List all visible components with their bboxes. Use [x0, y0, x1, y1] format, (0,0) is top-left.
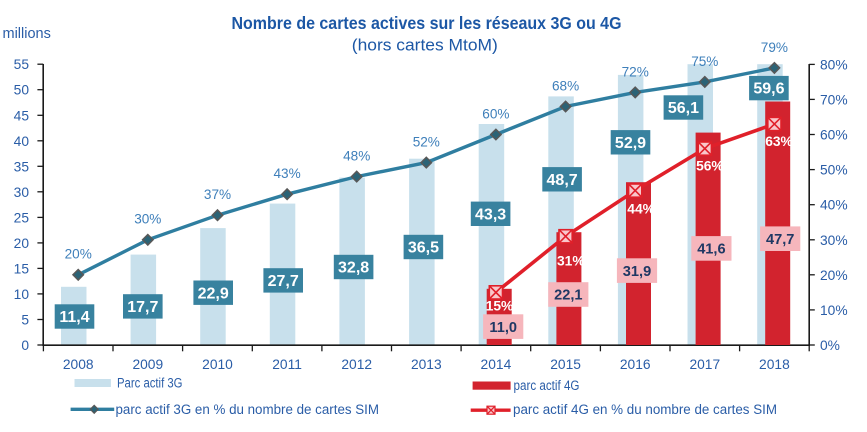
svg-text:40: 40 [14, 134, 30, 149]
svg-text:43%: 43% [273, 166, 300, 181]
svg-text:2016: 2016 [620, 357, 651, 372]
svg-text:11,4: 11,4 [59, 309, 89, 326]
svg-text:0%: 0% [820, 338, 840, 353]
svg-text:40%: 40% [820, 198, 848, 213]
svg-text:2008: 2008 [63, 357, 94, 372]
svg-text:75%: 75% [691, 54, 718, 69]
svg-text:37%: 37% [204, 187, 231, 202]
svg-text:59,6: 59,6 [753, 81, 784, 98]
svg-text:56%: 56% [696, 159, 724, 174]
svg-text:20%: 20% [65, 247, 92, 262]
svg-text:30%: 30% [820, 233, 848, 248]
svg-text:parc actif 3G en % du nombre d: parc actif 3G en % du nombre de cartes S… [116, 402, 380, 417]
svg-text:parc actif 4G en % du nombre d: parc actif 4G en % du nombre de cartes S… [513, 402, 777, 417]
svg-text:41,6: 41,6 [697, 242, 725, 258]
svg-text:10%: 10% [820, 303, 848, 318]
svg-text:63%: 63% [765, 134, 793, 149]
svg-text:52,9: 52,9 [615, 135, 646, 152]
svg-text:52%: 52% [413, 135, 440, 150]
svg-text:10: 10 [14, 287, 30, 302]
svg-text:79%: 79% [761, 40, 788, 55]
svg-text:2017: 2017 [689, 357, 720, 372]
svg-text:72%: 72% [622, 64, 649, 79]
svg-text:36,5: 36,5 [408, 240, 439, 257]
svg-text:50: 50 [14, 83, 30, 98]
svg-text:48%: 48% [343, 149, 370, 164]
svg-text:2012: 2012 [341, 357, 372, 372]
svg-text:millions: millions [3, 26, 51, 42]
svg-text:30%: 30% [134, 212, 161, 227]
svg-text:20: 20 [14, 236, 30, 251]
svg-text:22,1: 22,1 [554, 288, 582, 304]
svg-text:2018: 2018 [759, 357, 790, 372]
svg-text:80%: 80% [820, 57, 848, 72]
svg-text:17,7: 17,7 [127, 299, 158, 316]
svg-text:15: 15 [14, 261, 30, 276]
svg-text:68%: 68% [552, 78, 579, 93]
svg-text:30: 30 [14, 185, 30, 200]
svg-text:2010: 2010 [202, 357, 233, 372]
svg-text:32,8: 32,8 [338, 260, 369, 277]
svg-text:43,3: 43,3 [475, 206, 506, 223]
svg-text:Parc actif 3G: Parc actif 3G [117, 376, 183, 391]
svg-text:11,0: 11,0 [489, 320, 517, 336]
svg-text:2014: 2014 [481, 357, 512, 372]
svg-text:45: 45 [14, 108, 30, 123]
svg-text:56,1: 56,1 [668, 100, 699, 117]
svg-text:31,9: 31,9 [623, 264, 651, 280]
svg-text:55: 55 [14, 57, 30, 72]
svg-text:48,7: 48,7 [547, 172, 578, 189]
svg-text:27,7: 27,7 [268, 273, 299, 290]
svg-text:15%: 15% [486, 298, 514, 313]
svg-text:35: 35 [14, 159, 30, 174]
svg-text:70%: 70% [820, 92, 848, 107]
svg-text:44%: 44% [627, 202, 655, 217]
svg-text:5: 5 [21, 313, 29, 328]
svg-text:47,7: 47,7 [766, 232, 794, 248]
svg-text:31%: 31% [557, 253, 585, 268]
svg-text:2013: 2013 [411, 357, 442, 372]
svg-text:2009: 2009 [132, 357, 163, 372]
svg-text:Nombre de cartes actives sur l: Nombre de cartes actives sur les réseaux… [232, 13, 622, 33]
svg-text:60%: 60% [482, 106, 509, 121]
svg-text:60%: 60% [820, 128, 848, 143]
svg-text:2015: 2015 [550, 357, 581, 372]
svg-text:2011: 2011 [272, 357, 302, 372]
svg-text:50%: 50% [820, 163, 848, 178]
svg-text:22,9: 22,9 [198, 285, 229, 302]
svg-text:25: 25 [14, 210, 30, 225]
svg-text:0: 0 [21, 338, 29, 353]
svg-text:20%: 20% [820, 268, 848, 283]
svg-text:(hors cartes MtoM): (hors cartes MtoM) [352, 37, 498, 55]
svg-text:parc actif 4G: parc actif 4G [514, 378, 580, 393]
